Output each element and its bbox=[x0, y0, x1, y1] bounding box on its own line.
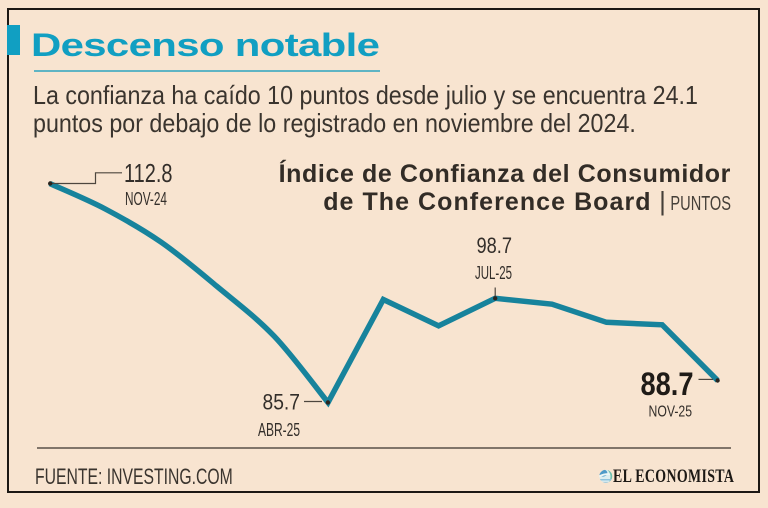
svg-text:NOV-25: NOV-25 bbox=[649, 404, 693, 421]
svg-text:112.8: 112.8 bbox=[124, 160, 173, 188]
svg-text:ABR-25: ABR-25 bbox=[258, 419, 300, 440]
svg-text:NOV-24: NOV-24 bbox=[125, 189, 167, 209]
svg-text:85.7: 85.7 bbox=[263, 390, 301, 415]
svg-text:88.7: 88.7 bbox=[641, 366, 694, 402]
svg-text:JUL-25: JUL-25 bbox=[475, 263, 512, 283]
svg-text:98.7: 98.7 bbox=[477, 233, 513, 258]
